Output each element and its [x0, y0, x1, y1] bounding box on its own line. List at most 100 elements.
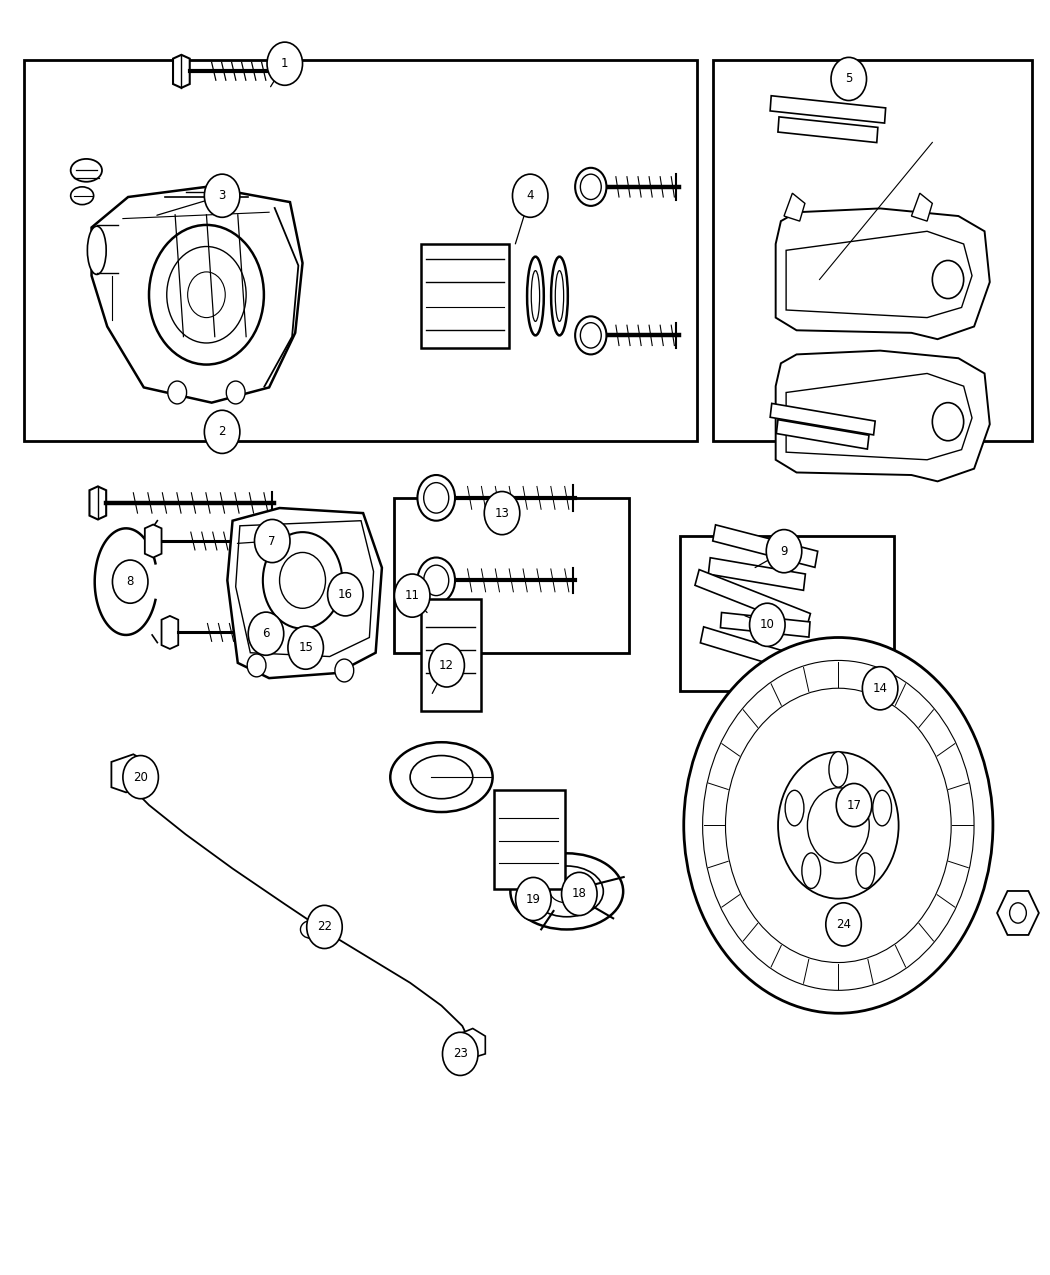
Polygon shape: [770, 403, 876, 435]
Text: 3: 3: [218, 189, 226, 203]
Text: 15: 15: [298, 641, 313, 654]
Text: 10: 10: [760, 618, 775, 631]
Ellipse shape: [856, 853, 875, 889]
Circle shape: [123, 756, 159, 798]
Circle shape: [702, 660, 974, 991]
Polygon shape: [421, 244, 509, 348]
Circle shape: [262, 532, 342, 629]
Ellipse shape: [551, 256, 568, 335]
Circle shape: [766, 529, 802, 572]
Bar: [679, 536, 894, 691]
Circle shape: [247, 654, 266, 677]
Circle shape: [248, 612, 284, 655]
Circle shape: [424, 483, 448, 513]
Polygon shape: [162, 616, 178, 649]
Bar: [713, 60, 1031, 441]
Text: 22: 22: [317, 921, 332, 933]
Ellipse shape: [70, 159, 102, 182]
Circle shape: [149, 224, 264, 365]
Ellipse shape: [575, 168, 607, 205]
Ellipse shape: [873, 790, 891, 826]
Circle shape: [395, 574, 429, 617]
Circle shape: [188, 272, 226, 317]
Polygon shape: [494, 789, 565, 889]
Circle shape: [932, 260, 964, 298]
Polygon shape: [228, 507, 382, 678]
Polygon shape: [145, 524, 162, 557]
Polygon shape: [111, 755, 147, 792]
Circle shape: [227, 381, 245, 404]
Circle shape: [205, 175, 239, 217]
Ellipse shape: [411, 756, 472, 798]
Circle shape: [807, 788, 869, 863]
Polygon shape: [709, 557, 805, 590]
Text: 4: 4: [526, 189, 534, 203]
Bar: [24, 60, 697, 441]
Ellipse shape: [550, 880, 584, 903]
Polygon shape: [91, 187, 302, 403]
Circle shape: [836, 783, 872, 826]
Circle shape: [168, 381, 187, 404]
Circle shape: [428, 644, 464, 687]
Polygon shape: [786, 374, 972, 460]
Ellipse shape: [70, 187, 93, 204]
Text: 19: 19: [526, 892, 541, 905]
Polygon shape: [700, 627, 805, 673]
Circle shape: [581, 175, 602, 200]
Ellipse shape: [418, 557, 455, 603]
Polygon shape: [695, 570, 811, 630]
Polygon shape: [720, 612, 810, 638]
Polygon shape: [89, 487, 106, 519]
Text: 9: 9: [780, 544, 788, 557]
Circle shape: [1010, 903, 1026, 923]
Text: 1: 1: [281, 57, 289, 70]
Circle shape: [484, 492, 520, 534]
Ellipse shape: [300, 921, 321, 938]
Polygon shape: [776, 208, 990, 339]
Text: 12: 12: [439, 659, 455, 672]
Text: 2: 2: [218, 426, 226, 439]
Polygon shape: [770, 96, 885, 124]
Circle shape: [288, 626, 323, 669]
Bar: [395, 497, 629, 653]
Polygon shape: [776, 419, 869, 449]
Ellipse shape: [87, 226, 106, 274]
Polygon shape: [713, 525, 818, 567]
Text: 8: 8: [126, 575, 134, 588]
Text: 13: 13: [495, 506, 509, 520]
Circle shape: [335, 659, 354, 682]
Ellipse shape: [391, 742, 492, 812]
Polygon shape: [173, 55, 190, 88]
Circle shape: [562, 872, 597, 915]
Circle shape: [750, 603, 785, 646]
Ellipse shape: [527, 256, 544, 335]
Circle shape: [442, 1033, 478, 1075]
Circle shape: [862, 667, 898, 710]
Text: 7: 7: [269, 534, 276, 547]
Text: 5: 5: [845, 73, 853, 85]
Circle shape: [825, 903, 861, 946]
Circle shape: [684, 638, 993, 1014]
Ellipse shape: [555, 270, 564, 321]
Circle shape: [328, 572, 363, 616]
Circle shape: [307, 905, 342, 949]
Circle shape: [831, 57, 866, 101]
Ellipse shape: [531, 270, 540, 321]
Circle shape: [581, 323, 602, 348]
Ellipse shape: [530, 866, 604, 917]
Text: 14: 14: [873, 682, 887, 695]
Polygon shape: [776, 351, 990, 482]
Polygon shape: [786, 231, 972, 317]
Polygon shape: [421, 599, 481, 711]
Circle shape: [516, 877, 551, 921]
Text: 20: 20: [133, 770, 148, 784]
Ellipse shape: [418, 476, 455, 520]
Text: 6: 6: [262, 627, 270, 640]
Polygon shape: [911, 194, 932, 221]
Text: 17: 17: [846, 798, 861, 812]
Circle shape: [932, 403, 964, 441]
Text: 23: 23: [453, 1047, 467, 1061]
Text: 18: 18: [572, 887, 587, 900]
Text: 11: 11: [404, 589, 420, 602]
Ellipse shape: [828, 752, 847, 787]
